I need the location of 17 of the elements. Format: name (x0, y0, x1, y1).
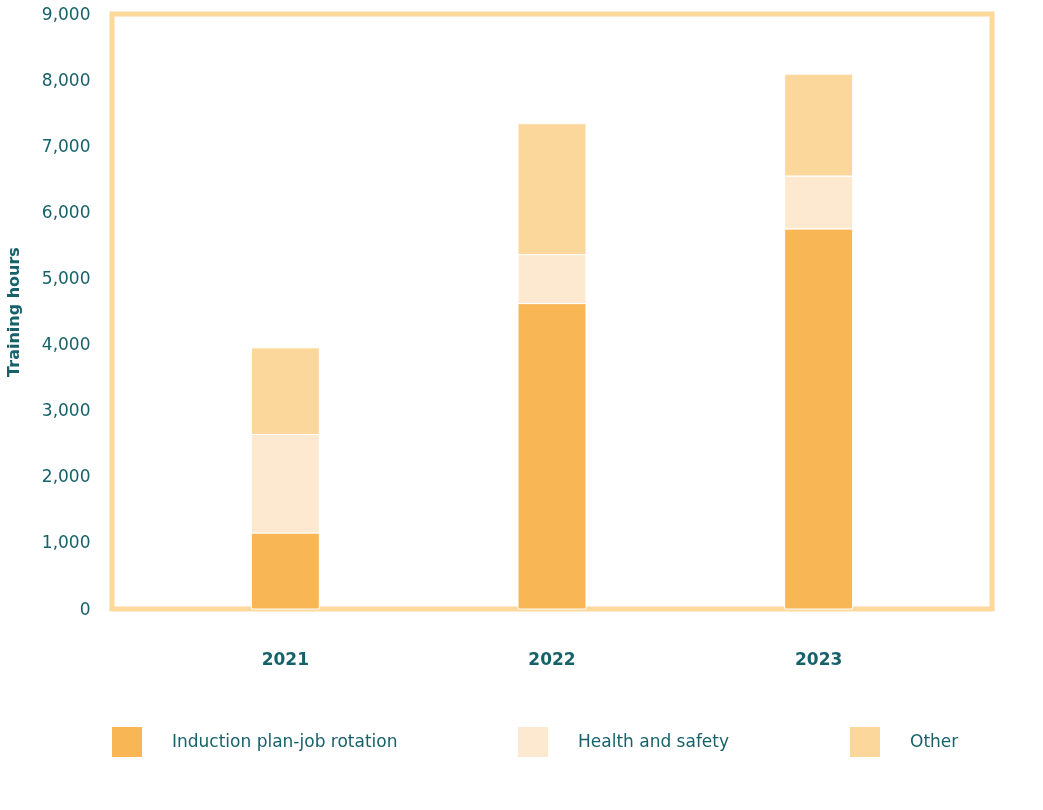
y-tick-label: 4,000 (41, 334, 91, 355)
x-tick-label: 2022 (528, 648, 576, 669)
y-tick-label: 2,000 (41, 466, 91, 487)
legend-label: Other (910, 731, 959, 751)
x-tick-label: 2021 (261, 648, 309, 669)
y-tick-label: 9,000 (41, 3, 91, 24)
legend-label: Induction plan-job rotation (172, 731, 398, 751)
y-tick-label: 0 (79, 598, 91, 619)
y-tick-label: 7,000 (41, 135, 91, 156)
x-tick-label: 2023 (795, 648, 843, 669)
y-tick-label: 6,000 (41, 201, 91, 222)
y-tick-label: 5,000 (41, 267, 91, 288)
legend-label: Health and safety (578, 731, 730, 751)
y-axis-title: Training hours (3, 247, 23, 377)
y-tick-label: 8,000 (41, 69, 91, 90)
y-tick-label: 3,000 (41, 400, 91, 421)
y-tick-label: 1,000 (41, 532, 91, 553)
